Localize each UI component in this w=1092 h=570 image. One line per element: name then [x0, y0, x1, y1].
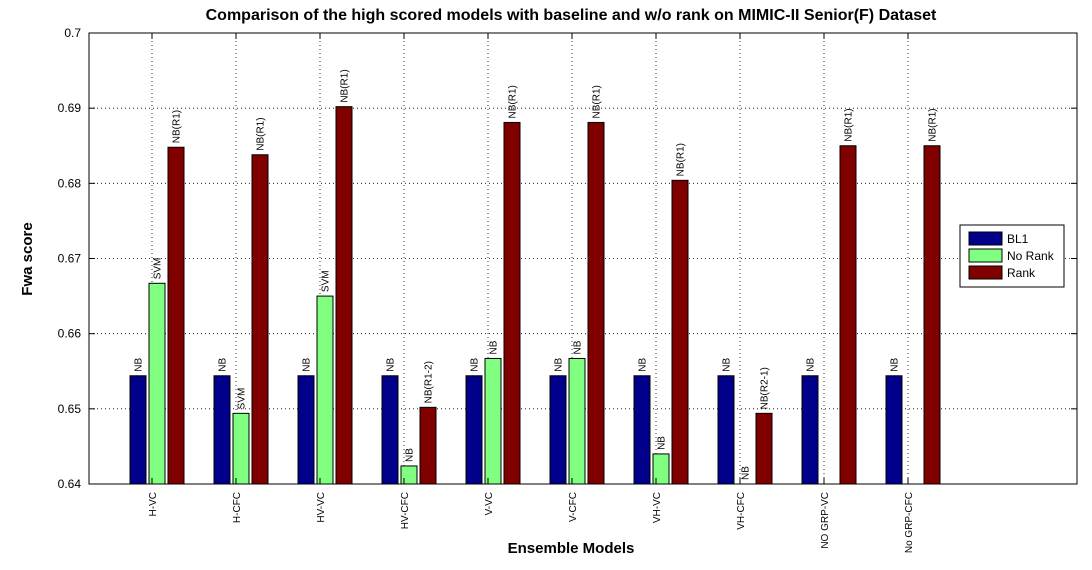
data-label: NB(R1)	[256, 117, 267, 150]
y-axis-label: Fwa score	[19, 222, 36, 295]
bar-bl1	[465, 375, 483, 485]
legend: BL1 No Rank Rank	[959, 224, 1065, 288]
data-label: NB	[218, 358, 229, 372]
bars	[129, 106, 941, 485]
bar-rank	[839, 145, 857, 485]
x-tick-label: No GRP-CFC	[904, 492, 915, 553]
data-label: SVM	[237, 388, 248, 410]
legend-swatch	[968, 265, 1003, 280]
data-label: NB	[573, 340, 584, 354]
y-tick-label: 0.64	[58, 477, 82, 491]
y-tick-label: 0.68	[58, 176, 82, 190]
bar-bl1	[801, 375, 819, 485]
data-label: NB	[554, 358, 565, 372]
data-label: NB	[134, 358, 145, 372]
bar-rank	[335, 106, 353, 485]
x-tick-label: H-CFC	[232, 492, 243, 523]
bar-rank	[587, 121, 605, 485]
bar-no-rank	[232, 412, 250, 485]
data-label: NB	[489, 340, 500, 354]
y-tick-label: 0.65	[58, 402, 82, 416]
x-tick-label: NO GRP-VC	[820, 492, 831, 549]
bar-rank	[167, 146, 185, 485]
data-label: NB(R1)	[172, 110, 183, 143]
data-label: NB	[386, 358, 397, 372]
data-label: NB	[657, 436, 668, 450]
bar-no-rank	[400, 465, 418, 485]
bar-bl1	[717, 375, 735, 485]
x-axis-label: Ensemble Models	[508, 540, 635, 557]
bar-bl1	[297, 375, 315, 485]
chart-title: Comparison of the high scored models wit…	[206, 7, 937, 24]
bar-rank	[419, 406, 437, 485]
bar-no-rank	[652, 453, 670, 485]
data-label: NB(R1)	[592, 85, 603, 118]
bar-rank	[251, 154, 269, 485]
y-tick-label: 0.69	[58, 101, 82, 115]
data-label: NB(R1)	[340, 69, 351, 102]
bar-bl1	[885, 375, 903, 485]
legend-entry: Rank	[1007, 266, 1036, 280]
x-tick-label: VH-CFC	[736, 492, 747, 530]
x-tick-label: HV-CFC	[400, 492, 411, 529]
legend-entry: No Rank	[1007, 249, 1055, 263]
x-axis-categories: H-VC H-CFC HV-VC HV-CFC V-VC V-CFC VH-VC VH-CFC…	[148, 492, 915, 553]
data-label: NB	[470, 358, 481, 372]
bar-bl1	[633, 375, 651, 485]
data-label: NB	[741, 466, 752, 480]
y-axis-ticks: 0.64 0.65 0.66 0.67 0.68 0.69 0.7	[58, 26, 1077, 491]
y-tick-label: 0.67	[58, 252, 82, 266]
x-tick-label: VH-VC	[652, 492, 663, 523]
y-tick-label: 0.7	[64, 26, 81, 40]
data-label: NB	[806, 358, 817, 372]
data-label: NB(R1)	[844, 108, 855, 141]
bar-rank	[755, 412, 773, 485]
bar-no-rank	[148, 282, 166, 485]
data-label: NB	[405, 448, 416, 462]
data-labels: NB NB NB NB NB NB NB NB NB NB SVM SVM SVM NB NB NB NB NB N…	[134, 69, 939, 480]
data-label: NB	[302, 358, 313, 372]
y-tick-label: 0.66	[58, 327, 82, 341]
data-label: NB(R1-2)	[424, 361, 435, 403]
data-label: NB	[722, 358, 733, 372]
data-label: NB(R2-1)	[760, 367, 771, 409]
legend-swatch	[968, 248, 1003, 263]
data-label: NB(R1)	[508, 85, 519, 118]
bar-bl1	[213, 375, 231, 485]
bar-rank	[503, 121, 521, 485]
data-label: NB	[890, 358, 901, 372]
bar-bl1	[129, 375, 147, 485]
bar-rank	[671, 179, 689, 485]
legend-swatch	[968, 231, 1003, 246]
x-tick-label: V-CFC	[568, 492, 579, 522]
data-label: NB(R1)	[928, 108, 939, 141]
x-tick-label: V-VC	[484, 492, 495, 515]
data-label: SVM	[153, 258, 164, 280]
data-label: NB	[638, 358, 649, 372]
data-label: SVM	[321, 270, 332, 292]
x-tick-label: HV-VC	[316, 492, 327, 523]
bar-rank	[923, 145, 941, 485]
data-label: NB(R1)	[676, 143, 687, 176]
legend-entry: BL1	[1007, 232, 1029, 246]
bar-no-rank	[316, 295, 334, 485]
bar-bl1	[549, 375, 567, 485]
bar-no-rank	[484, 357, 502, 485]
bar-no-rank	[568, 357, 586, 485]
bar-bl1	[381, 375, 399, 485]
x-tick-label: H-VC	[148, 492, 159, 516]
